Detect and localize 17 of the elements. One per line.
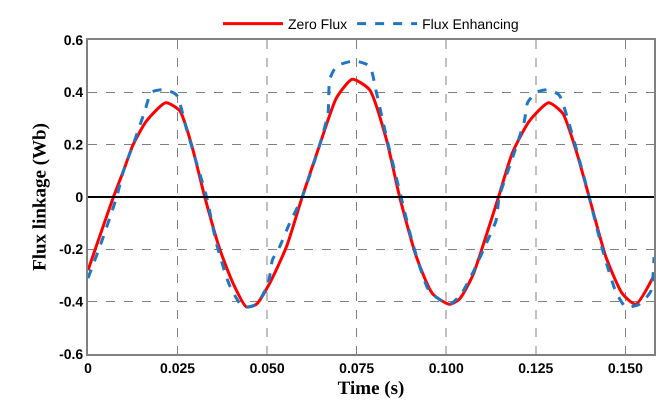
x-tick-label: 0.075 [339, 360, 374, 376]
y-axis-title: Flux linkage (Wb) [29, 123, 50, 271]
x-tick-label: 0.125 [518, 360, 554, 376]
x-tick-label: 0.025 [160, 360, 196, 376]
x-tick-label: 0.150 [608, 360, 644, 376]
y-tick-label: 0.6 [64, 32, 84, 48]
y-tick-label: 0 [75, 188, 84, 205]
y-tick-label: -0.4 [59, 294, 84, 310]
x-tick-label: 0.100 [428, 360, 464, 376]
y-tick-label: 0.4 [64, 84, 84, 100]
y-tick-label: -0.6 [59, 346, 84, 362]
legend-label: Zero Flux [288, 16, 348, 32]
y-tick-label: 0.2 [64, 136, 84, 153]
y-tick-label: -0.2 [59, 241, 84, 258]
legend-label: Flux Enhancing [422, 16, 519, 32]
x-axis-title: Time (s) [338, 378, 404, 400]
x-tick-label: 0.050 [250, 360, 285, 376]
